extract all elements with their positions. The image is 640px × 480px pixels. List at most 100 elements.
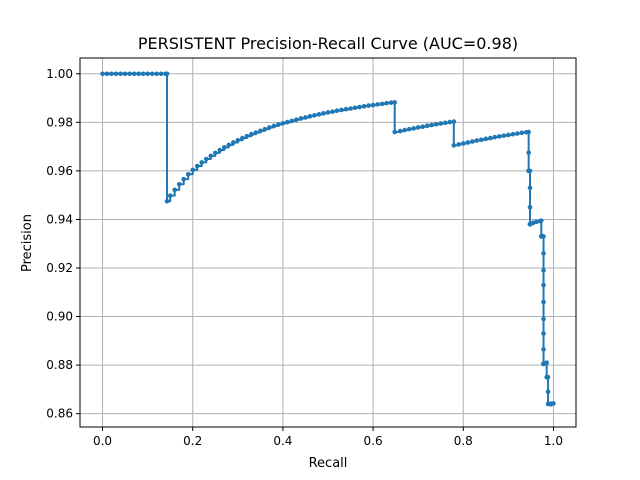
pr-curve-point (267, 125, 272, 130)
pr-curve-point (392, 100, 398, 105)
pr-curve-point (541, 282, 546, 288)
pr-curve-point (226, 142, 232, 148)
pr-curve-point (379, 101, 385, 107)
pr-curve-point (276, 122, 281, 127)
pr-curve-point (541, 331, 546, 336)
pr-curve-point (545, 389, 551, 395)
y-tick-label: 0.94 (46, 212, 73, 226)
x-tick-label: 0.4 (273, 434, 292, 448)
pr-curve-point (190, 167, 196, 173)
pr-curve-point (515, 131, 520, 136)
pr-curve-point (154, 71, 159, 77)
pr-curve-point (479, 137, 484, 143)
x-tick-label: 0.8 (454, 434, 473, 448)
pr-curve-point (429, 122, 435, 128)
pr-curve-point (145, 71, 150, 77)
pr-curve-point (262, 126, 268, 132)
pr-curve-point (294, 117, 299, 122)
pr-curve-point (181, 176, 187, 182)
pr-curve-point (231, 140, 236, 145)
pr-curve-point (541, 316, 546, 322)
pr-curve-point (285, 119, 290, 125)
y-axis-ticks: 0.86 0.88 0.90 0.92 0.94 0.96 0.98 1.00 (46, 67, 80, 421)
pr-curve-point (343, 106, 349, 112)
pr-curve-point (312, 112, 317, 118)
x-axis-ticks: 0.0 0.2 0.4 0.6 0.8 1.0 (93, 427, 563, 448)
pr-curve-point (271, 123, 277, 129)
pr-curve-point (527, 168, 533, 174)
pr-curve-point (361, 104, 367, 109)
pr-curve-point (140, 71, 146, 77)
pr-curve-point (352, 105, 358, 111)
pr-curve-point (149, 71, 155, 77)
x-tick-label: 1.0 (544, 434, 563, 448)
plot-frame (79, 57, 577, 428)
pr-curve-point (406, 126, 412, 132)
pr-curve-point (221, 145, 227, 150)
pr-curve-point (330, 109, 335, 114)
pr-curve-point (167, 193, 173, 198)
pr-curve-point (298, 116, 304, 121)
pr-curve-point (208, 153, 214, 159)
pr-curve-point (456, 142, 462, 147)
pr-curve-point (492, 134, 498, 140)
pr-curve-point (497, 134, 502, 139)
pr-curve-point (109, 71, 114, 77)
pr-curve-point (541, 347, 546, 352)
pr-curve-point (307, 113, 313, 119)
pr-curve-point (465, 140, 471, 145)
pr-curve-point (420, 124, 425, 129)
pr-curve-point (538, 218, 544, 223)
pr-curve-point (388, 100, 394, 105)
x-tick-label: 0.2 (183, 434, 202, 448)
pr-curve-point (316, 112, 322, 117)
pr-curve-point (172, 187, 177, 193)
pr-curve-point (176, 181, 182, 187)
series-layer (100, 71, 556, 407)
pr-curve-point (392, 129, 398, 135)
pr-curve-point (258, 128, 263, 134)
x-tick-label: 0.6 (364, 434, 383, 448)
pr-curve-point (348, 106, 353, 111)
pr-curve-point (541, 268, 546, 273)
pr-curve-point (451, 119, 457, 124)
pr-curve-point (104, 71, 110, 77)
pr-curve-point (339, 107, 344, 113)
pr-curve-point (483, 136, 489, 142)
pr-curve-point (447, 119, 453, 125)
y-tick-label: 0.98 (46, 115, 73, 129)
pr-curve-point (474, 138, 480, 143)
x-axis-label: Recall (309, 456, 348, 471)
y-axis-label: Precision (20, 214, 35, 272)
pr-curve-point (244, 133, 250, 139)
pr-curve-point (164, 71, 170, 77)
pr-curve-point (501, 133, 507, 138)
pr-curve-point (411, 126, 416, 131)
pr-curve-point (451, 143, 457, 148)
y-tick-label: 0.88 (46, 358, 73, 372)
pr-curve-point (249, 131, 254, 137)
y-tick-label: 1.00 (46, 67, 73, 81)
pr-curve-point (375, 102, 380, 107)
gridlines (80, 58, 576, 427)
pr-curve-point (527, 185, 533, 191)
pr-curve-point (366, 103, 371, 108)
pr-curve-point (488, 135, 493, 141)
pr-curve-point (158, 71, 164, 77)
pr-curve-point (519, 130, 525, 136)
pr-curve-point (433, 121, 439, 127)
pr-curve-point (194, 163, 200, 169)
pr-curve-point (136, 71, 141, 77)
pr-curve-point (370, 102, 376, 108)
pr-curve-point (325, 110, 331, 115)
pr-curve-point (235, 138, 241, 143)
pr-curve-point (506, 132, 511, 138)
pr-curve-point (118, 71, 123, 77)
pr-curve-point (541, 234, 546, 239)
pr-curve-point (526, 150, 531, 155)
pr-curve-point (442, 120, 448, 126)
pr-curve-point (127, 71, 132, 77)
